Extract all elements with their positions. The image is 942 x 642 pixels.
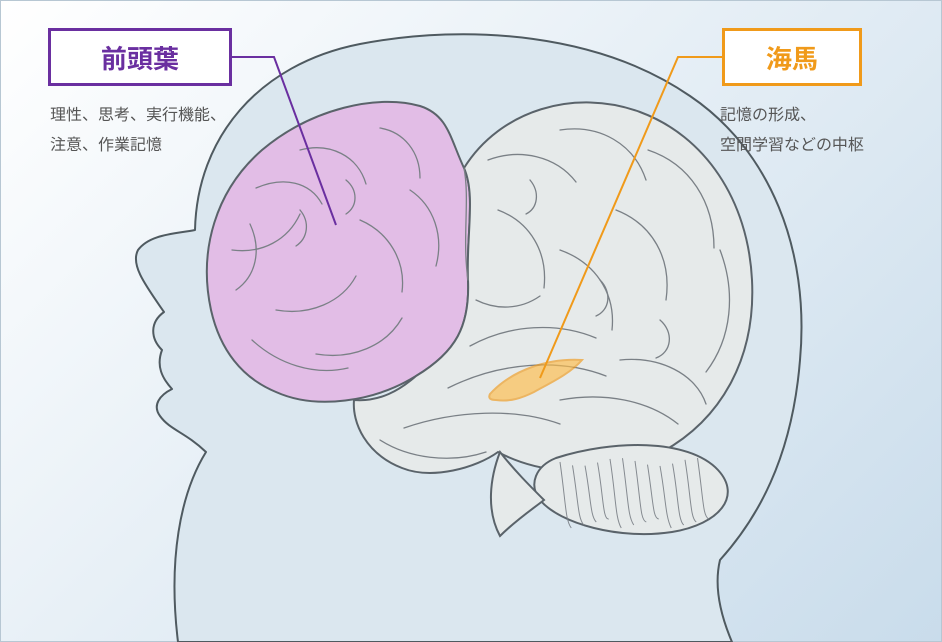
label-title-frontal: 前頭葉 [101,39,179,76]
brain-diagram: 前頭葉 理性、思考、実行機能、 注意、作業記憶 海馬 記憶の形成、 空間学習など… [0,0,942,642]
label-desc-frontal: 理性、思考、実行機能、 注意、作業記憶 [50,98,226,159]
label-title-hippocampus: 海馬 [766,39,818,76]
label-desc-hippocampus: 記憶の形成、 空間学習などの中枢 [720,98,864,159]
illustration-svg [0,0,942,642]
label-box-hippocampus: 海馬 [722,28,862,86]
label-box-frontal: 前頭葉 [48,28,232,86]
